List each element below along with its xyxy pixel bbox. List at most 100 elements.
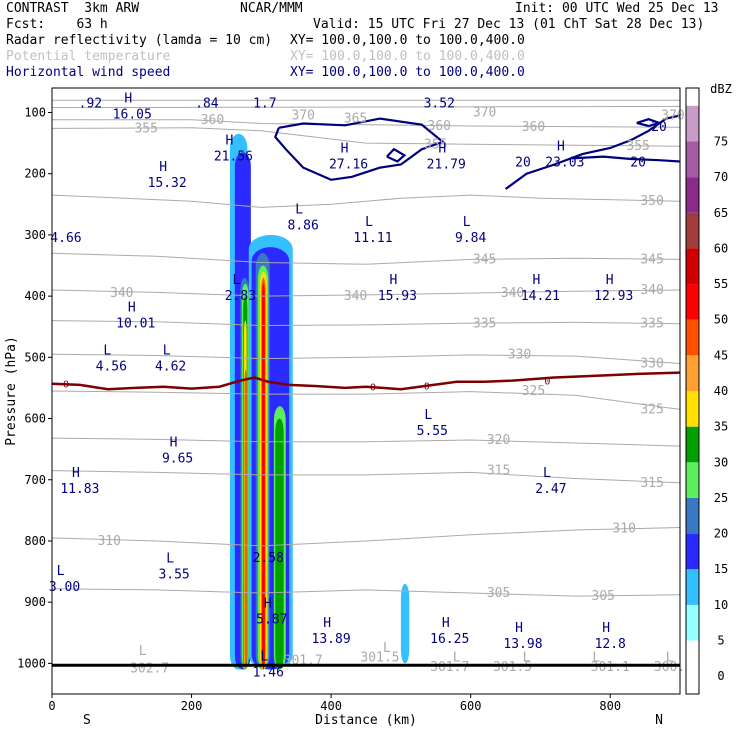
- theta-contour-335: [52, 320, 680, 327]
- plot-frame: [51, 87, 681, 695]
- colorbar-swatch-13: [686, 177, 699, 213]
- theta-label-1: 365: [344, 112, 367, 127]
- theta-label-25: 315: [640, 476, 663, 491]
- y-axis-title: Pressure (hPa): [4, 336, 19, 446]
- wind-extremum-type-28: H: [264, 596, 272, 611]
- theta-contour-345: [52, 252, 680, 265]
- colorbar-label-8: 40: [714, 384, 728, 398]
- x-tick-label-3: 600: [460, 699, 482, 713]
- forecast-hour: Fcst: 63 h: [6, 17, 108, 32]
- theta-contour-305: [52, 588, 680, 597]
- theta-label-20: 330: [640, 356, 663, 371]
- wind-extremum-type-26: L: [166, 552, 174, 567]
- org-label: NCAR/MMM: [240, 1, 303, 16]
- theta-label-15: 340: [501, 286, 524, 301]
- colorbar-swatch-10: [686, 284, 699, 320]
- colorbar-label-9: 45: [714, 348, 728, 362]
- colorbar-label-14: 70: [714, 170, 728, 184]
- y-tick-label-6: 700: [24, 473, 46, 487]
- theta-low-marker-5: L: [666, 650, 674, 665]
- wind-extremum-value-4: 3.52: [424, 96, 455, 111]
- wind-extremum-type-29: H: [323, 616, 331, 631]
- wind-extremum-value-31: 13.98: [503, 637, 542, 652]
- y-tick-label-2: 300: [24, 228, 46, 242]
- colorbar-label-13: 65: [714, 206, 728, 220]
- y-tick-label-7: 800: [24, 534, 46, 548]
- y-tick-label-3: 400: [24, 289, 46, 303]
- theta-label-5: 355: [134, 121, 157, 136]
- wind-extremum-value-3: 1.7: [253, 96, 276, 111]
- theta-label-13: 340: [110, 286, 133, 301]
- wind-contour-label-2: 20: [630, 155, 646, 170]
- theta-contour-355: [52, 127, 680, 147]
- y-tick-label-5: 600: [24, 412, 46, 426]
- theta-label-16: 340: [640, 283, 663, 298]
- colorbar-label-1: 5: [717, 634, 724, 648]
- wind-extremum-value-10: 8.86: [288, 219, 319, 234]
- colorbar-frame: [685, 87, 700, 695]
- colorbar-label-0: 0: [717, 669, 724, 683]
- colorbar-swatch-3: [686, 533, 699, 570]
- wind-extremum-type-8: H: [557, 140, 565, 155]
- colorbar-swatch-6: [686, 426, 699, 463]
- theta-label-29: 305: [592, 589, 615, 604]
- field-theta-label: Potential temperature: [6, 49, 171, 64]
- wind-extremum-type-24: L: [543, 466, 551, 481]
- wind-extremum-type-14: L: [232, 273, 240, 288]
- wind-extremum-value-16: 14.21: [521, 289, 560, 304]
- theta-label-17: 335: [473, 317, 496, 332]
- field-theta-xy: XY= 100.0,100.0 to 100.0,400.0: [290, 49, 525, 64]
- wind-extremum-value-19: 4.56: [96, 360, 127, 375]
- field-reflectivity-xy: XY= 100.0,100.0 to 100.0,400.0: [290, 33, 525, 48]
- theta-contour-325: [52, 390, 680, 410]
- colorbar-swatch-0: [686, 640, 699, 677]
- wind-extremum-type-7: H: [438, 142, 446, 157]
- colorbar-swatch-4: [686, 497, 699, 534]
- wind-contour-label-0: 20: [651, 120, 667, 135]
- wind-extremum-type-19: L: [103, 344, 111, 359]
- wind-extremum-value-2: .84: [195, 96, 219, 111]
- colorbar-label-15: 75: [714, 134, 728, 148]
- freezing-label-2: 0: [424, 381, 430, 392]
- wind-extremum-value-13: 4.66: [50, 231, 81, 246]
- endpoint-label-0: S: [83, 713, 91, 728]
- y-tick-label-4: 500: [24, 350, 46, 364]
- model-title: CONTRAST 3km ARW: [6, 1, 140, 16]
- wind-extremum-value-12: 9.84: [455, 231, 486, 246]
- wind-extremum-type-22: H: [170, 435, 178, 450]
- field-wind-label: Horizontal wind speed: [6, 65, 171, 80]
- reflectivity-cell-16: [400, 583, 410, 664]
- theta-contour-315: [52, 470, 680, 484]
- theta-low-marker-1: L: [383, 641, 391, 656]
- wind-extremum-value-22: 9.65: [162, 451, 193, 466]
- colorbar-label-5: 25: [714, 491, 728, 505]
- valid-time: Valid: 15 UTC Fri 27 Dec 13 (01 ChT Sat …: [313, 17, 705, 32]
- theta-label-4: 360: [201, 113, 224, 128]
- freezing-level-contour: [52, 371, 680, 391]
- init-time: Init: 00 UTC Wed 25 Dec 13: [515, 1, 719, 16]
- colorbar-swatch-7: [686, 391, 699, 427]
- y-tick-label-9: 1000: [17, 656, 46, 670]
- field-wind-xy: XY= 100.0,100.0 to 100.0,400.0: [290, 65, 525, 80]
- theta-contour-320: [52, 437, 680, 447]
- wind-extremum-value-9: 15.32: [148, 176, 187, 191]
- wind-extremum-type-30: H: [442, 616, 450, 631]
- wind-extremum-value-6: 27.16: [329, 158, 368, 173]
- wind-extremum-type-17: H: [606, 273, 614, 288]
- wind-extremum-value-20: 4.62: [155, 360, 186, 375]
- freezing-label-1: 0: [370, 383, 376, 394]
- theta-label-28: 305: [487, 586, 510, 601]
- theta-label-30: 302.7: [130, 661, 169, 676]
- freezing-label-3: 0: [544, 377, 550, 388]
- wind-extremum-type-1: H: [124, 91, 132, 106]
- x-tick-label-0: 0: [48, 699, 55, 713]
- theta-label-23: 320: [487, 433, 510, 448]
- colorbar-label-10: 50: [714, 313, 728, 327]
- wind-extremum-value-15: 15.93: [378, 289, 417, 304]
- theta-label-24: 315: [487, 464, 510, 479]
- colorbar-swatch-8: [686, 355, 699, 391]
- y-tick-label-8: 900: [24, 595, 46, 609]
- theta-low-marker-0: L: [139, 644, 147, 659]
- theta-low-marker-3: L: [523, 650, 531, 665]
